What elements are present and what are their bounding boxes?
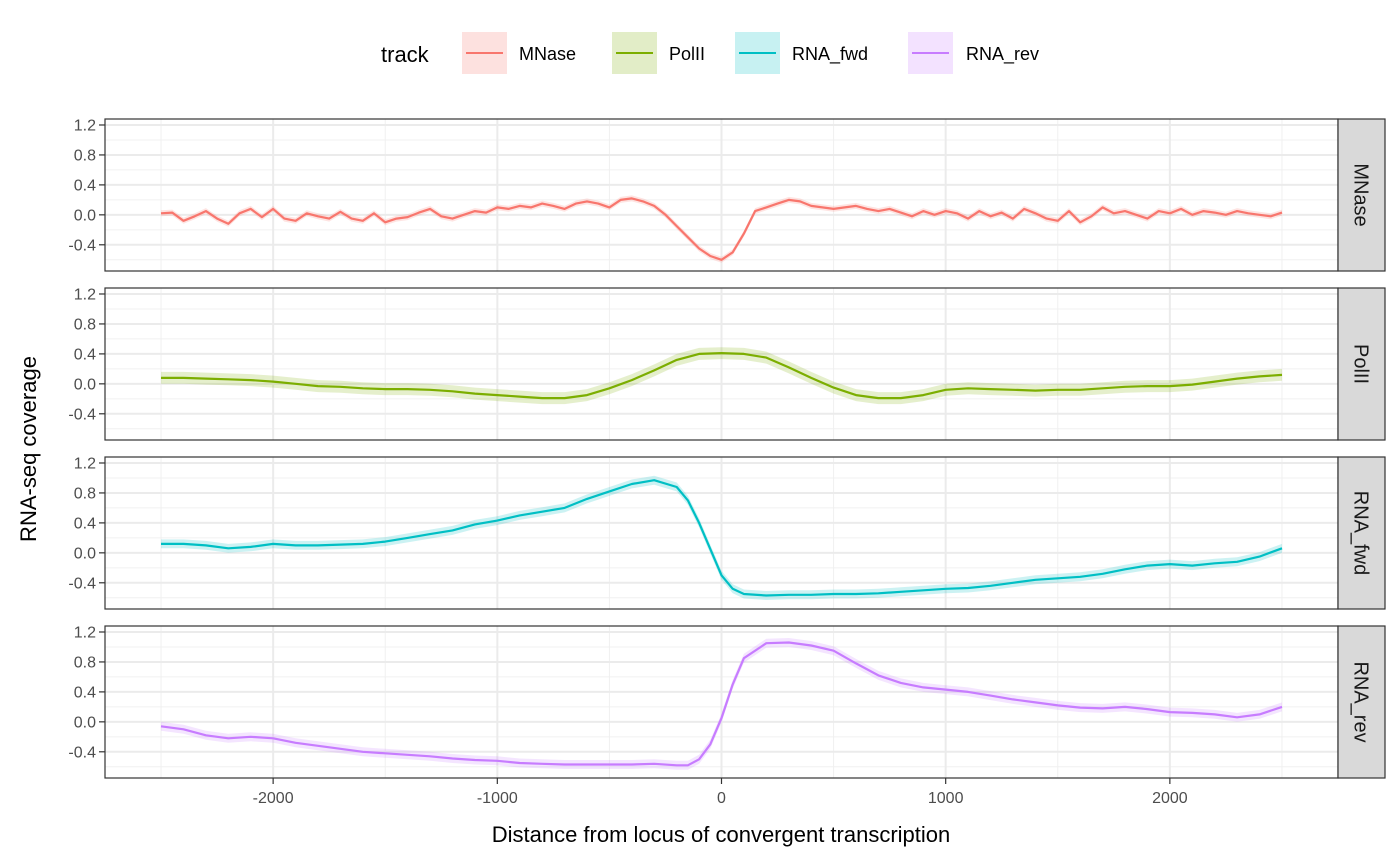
facet-strip-label: RNA_rev <box>1350 661 1372 742</box>
facet-panel: -0.4 0.0 0.4 0.8 1.2 RNA_rev <box>68 624 1386 779</box>
series-line <box>160 197 1283 261</box>
x-axis-title: Distance from locus of convergent transc… <box>492 822 951 847</box>
facet-strip <box>1337 456 1386 610</box>
legend-label: RNA_rev <box>966 44 1039 65</box>
y-tick-label: 1.2 <box>74 117 96 134</box>
legend-title: track <box>381 42 430 67</box>
series-line <box>161 479 1283 597</box>
y-tick-label: 0.0 <box>74 207 96 224</box>
y-tick-label: 0.0 <box>74 376 96 393</box>
facet-panel: -0.4 0.0 0.4 0.8 1.2 PolII <box>68 286 1386 441</box>
y-tick-label: 1.2 <box>74 624 96 641</box>
facet-panel: -0.4 0.0 0.4 0.8 1.2 MNase <box>68 117 1386 272</box>
y-tick-label: 0.8 <box>74 485 96 502</box>
confidence-band <box>161 638 1282 770</box>
facet-strip <box>1337 287 1386 441</box>
facet-strip-label: RNA_fwd <box>1350 491 1372 575</box>
y-tick-label: 0.4 <box>74 346 96 363</box>
legend-label: RNA_fwd <box>792 44 868 65</box>
y-tick-label: 0.4 <box>74 515 96 532</box>
facet-strip <box>1337 625 1386 779</box>
x-tick-label: 2000 <box>1152 790 1188 807</box>
x-tick-label: 0 <box>717 790 726 807</box>
facet-strip-label: MNase <box>1350 163 1372 226</box>
series-line <box>161 352 1283 400</box>
y-tick-label: 0.0 <box>74 714 96 731</box>
y-tick-label: 0.8 <box>74 654 96 671</box>
legend-label: PolII <box>669 44 705 64</box>
facet-panel: -0.4 0.0 0.4 0.8 1.2 RNA_fwd <box>68 455 1386 610</box>
y-tick-label: -0.4 <box>68 406 96 423</box>
y-tick-label: 0.0 <box>74 545 96 562</box>
series-line <box>160 641 1283 767</box>
x-tick-label: -1000 <box>477 790 518 807</box>
legend-item: PolII <box>612 32 705 74</box>
y-tick-label: 0.8 <box>74 147 96 164</box>
legend-item: RNA_fwd <box>735 32 868 74</box>
facet-panels: -0.4 0.0 0.4 0.8 1.2 MNase -0.4 0.0 0.4 0.8 1.2 Pol… <box>68 117 1386 779</box>
y-tick-label: 0.8 <box>74 316 96 333</box>
y-axis-title: RNA-seq coverage <box>16 356 41 542</box>
y-tick-label: 1.2 <box>74 455 96 472</box>
y-tick-label: -0.4 <box>68 744 96 761</box>
y-tick-label: 0.4 <box>74 177 96 194</box>
legend-item: MNase <box>462 32 576 74</box>
x-axis: -2000 -1000 0 1000 2000 <box>253 778 1188 807</box>
y-tick-label: 0.4 <box>74 684 96 701</box>
legend-item: RNA_rev <box>908 32 1039 74</box>
legend-label: MNase <box>519 44 576 64</box>
y-tick-label: 1.2 <box>74 286 96 303</box>
facet-strip-label: PolII <box>1350 344 1372 384</box>
facet-strip <box>1337 118 1386 272</box>
legend: track MNase PolII RNA_fwd RNA_rev <box>381 32 1039 74</box>
y-tick-label: -0.4 <box>68 237 96 254</box>
x-tick-label: 1000 <box>928 790 964 807</box>
y-tick-label: -0.4 <box>68 575 96 592</box>
x-tick-label: -2000 <box>253 790 294 807</box>
